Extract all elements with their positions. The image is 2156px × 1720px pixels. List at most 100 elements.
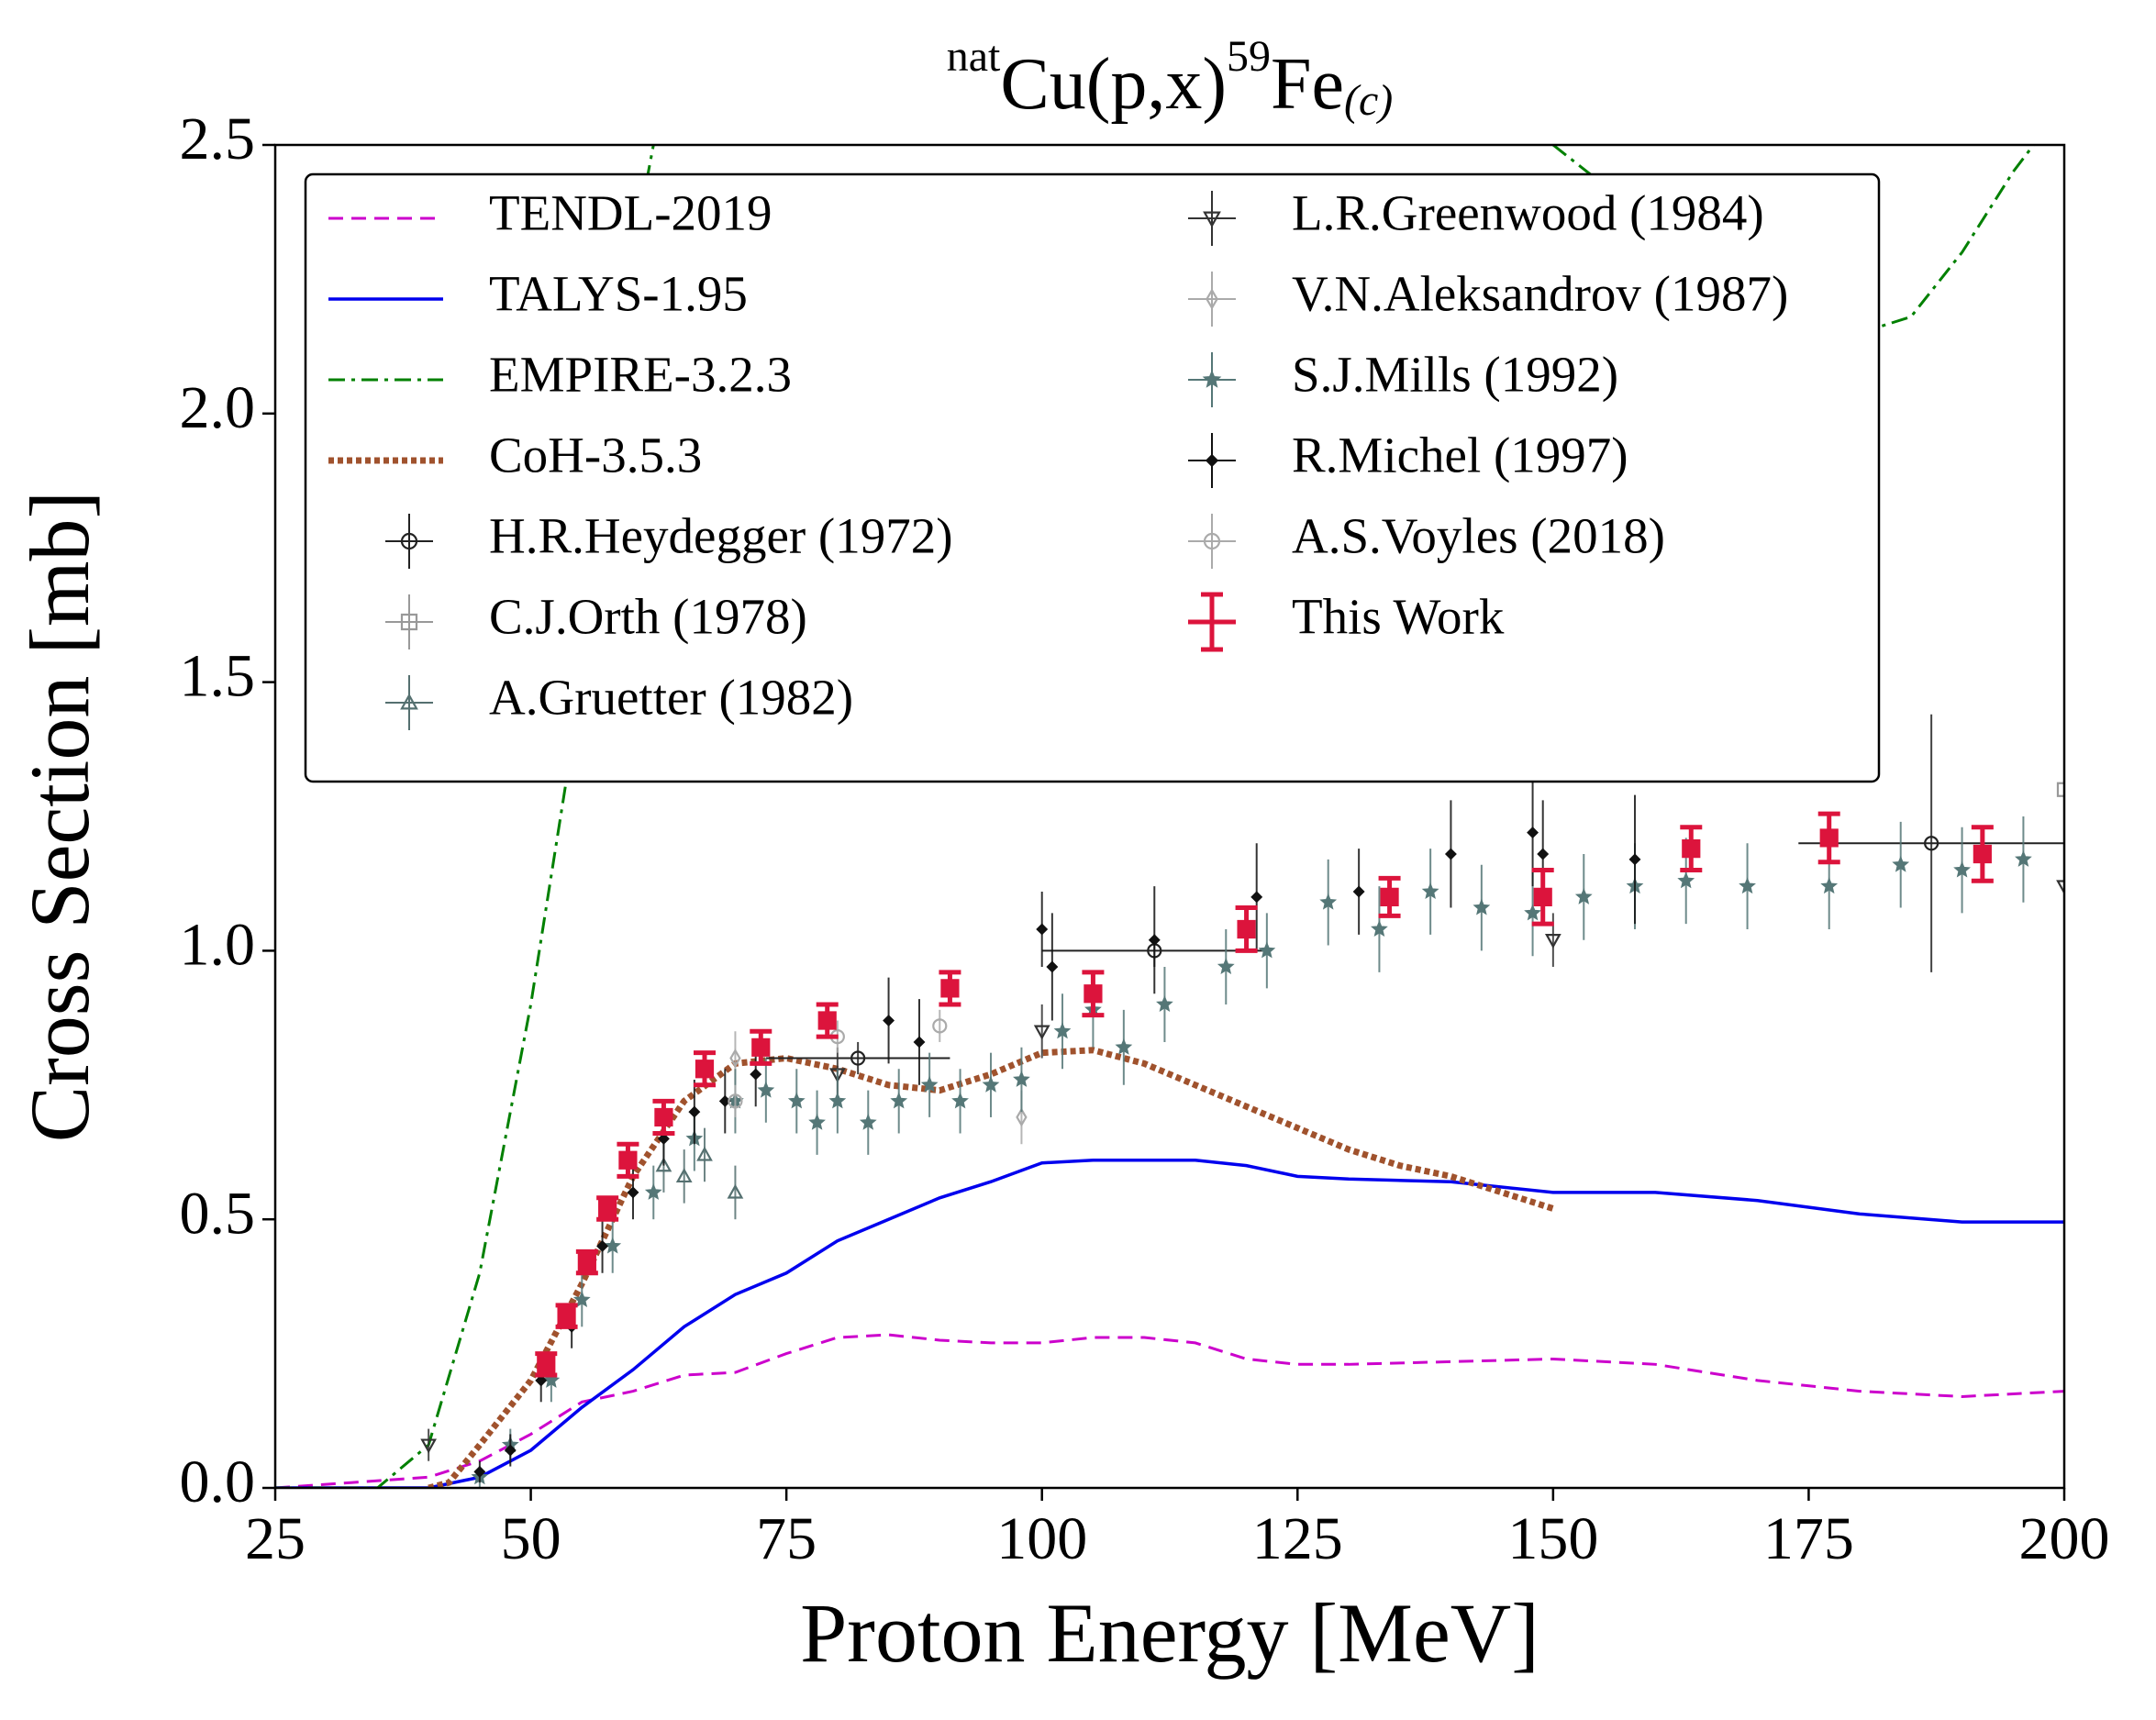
x-tick-label: 150	[1507, 1505, 1598, 1572]
legend-entry: EMPIRE-3.2.3	[328, 347, 792, 403]
plot-frame	[273, 143, 2066, 1490]
marker	[2015, 849, 2032, 867]
legend-entry: R.Michel (1997)	[1188, 427, 1628, 488]
marker	[675, 1168, 693, 1183]
marker	[644, 1183, 662, 1200]
legend-entry: C.J.Orth (1978)	[385, 589, 807, 649]
marker	[1115, 1038, 1133, 1055]
legend-entry: A.S.Voyles (2018)	[1188, 508, 1665, 569]
marker	[850, 1050, 866, 1066]
legend-box	[304, 172, 1881, 783]
legend-entry: H.R.Heydegger (1972)	[385, 508, 953, 569]
marker	[1537, 848, 1550, 860]
marker	[557, 1306, 576, 1326]
marker	[598, 1199, 617, 1218]
marker	[828, 1092, 847, 1109]
marker	[1258, 941, 1276, 959]
marker	[883, 1015, 895, 1026]
legend-entry: CoH-3.5.3	[328, 427, 702, 483]
marker	[1156, 995, 1173, 1012]
marker	[1371, 920, 1388, 937]
marker	[1892, 855, 1910, 872]
marker	[1203, 211, 1221, 228]
legend-entry: A.Gruetter (1982)	[385, 670, 853, 730]
legend-label: S.J.Mills (1992)	[1292, 347, 1618, 403]
marker	[1421, 882, 1439, 899]
y-axis-label: Cross Section [mb]	[13, 491, 106, 1142]
marker	[2056, 880, 2064, 895]
y-tick-label: 2.0	[180, 374, 256, 441]
legend-entry: L.R.Greenwood (1984)	[1188, 185, 1764, 246]
marker	[1739, 877, 1756, 894]
marker	[1953, 860, 1971, 878]
model-curve	[275, 1333, 2064, 1488]
legend-label: C.J.Orth (1978)	[489, 589, 807, 645]
y-tick-label: 0.5	[180, 1180, 256, 1247]
marker	[913, 1036, 926, 1049]
marker	[1533, 887, 1552, 906]
marker	[1203, 532, 1221, 550]
marker	[1677, 871, 1695, 889]
x-axis-label: Proton Energy [MeV]	[800, 1586, 1539, 1680]
marker	[940, 979, 960, 998]
marker	[2056, 782, 2064, 797]
marker	[1084, 984, 1103, 1004]
marker	[1013, 1071, 1030, 1087]
marker	[577, 1252, 596, 1272]
marker	[400, 693, 418, 710]
legend-label: R.Michel (1997)	[1292, 427, 1628, 483]
marker	[618, 1150, 638, 1170]
title-part: nat	[947, 32, 1001, 81]
legend-label: EMPIRE-3.2.3	[489, 347, 792, 403]
marker	[1444, 848, 1457, 860]
marker	[655, 1157, 672, 1172]
y-tick-label: 1.0	[180, 912, 256, 979]
marker	[1628, 853, 1641, 866]
legend-label: L.R.Greenwood (1984)	[1292, 185, 1764, 241]
x-tick-label: 200	[2019, 1505, 2110, 1572]
legend-entry: This Work	[1188, 589, 1505, 652]
marker	[757, 1081, 775, 1098]
plot-area	[275, 145, 2064, 1488]
marker	[890, 1092, 908, 1109]
marker	[750, 1068, 762, 1081]
marker	[1819, 828, 1839, 848]
marker	[859, 1113, 877, 1130]
marker	[1524, 904, 1541, 921]
marker	[1682, 839, 1701, 859]
marker	[627, 1186, 639, 1199]
legend-label: TALYS-1.95	[489, 266, 748, 322]
y-tick-label: 0.0	[180, 1448, 256, 1515]
marker	[657, 1132, 670, 1145]
legend-label: CoH-3.5.3	[489, 427, 702, 483]
marker	[1473, 898, 1491, 915]
marker	[1250, 891, 1263, 904]
x-tick-label: 50	[501, 1505, 561, 1572]
marker	[1574, 887, 1593, 904]
marker	[1148, 934, 1161, 947]
x-tick-label: 175	[1763, 1505, 1854, 1572]
title-part: (c)	[1344, 76, 1393, 125]
marker	[696, 1146, 713, 1161]
marker	[1924, 836, 1939, 851]
marker	[572, 1291, 591, 1308]
marker	[982, 1075, 1000, 1093]
legend-label: V.N.Aleksandrov (1987)	[1292, 266, 1788, 322]
marker	[695, 1060, 715, 1079]
chart-title: natCu(p,x)59Fe(c)	[947, 32, 1394, 125]
marker	[951, 1092, 969, 1109]
marker	[1973, 844, 1992, 864]
marker	[1206, 288, 1218, 310]
x-tick-label: 100	[996, 1505, 1087, 1572]
marker	[1237, 919, 1256, 939]
legend-entry: TALYS-1.95	[328, 266, 748, 322]
marker	[1033, 1025, 1050, 1040]
x-tick-label: 25	[245, 1505, 306, 1572]
marker	[787, 1092, 806, 1109]
legend-label: A.S.Voyles (2018)	[1292, 508, 1665, 564]
marker	[535, 1374, 548, 1387]
marker	[1205, 453, 1219, 468]
marker	[400, 613, 418, 631]
marker	[504, 1444, 517, 1457]
